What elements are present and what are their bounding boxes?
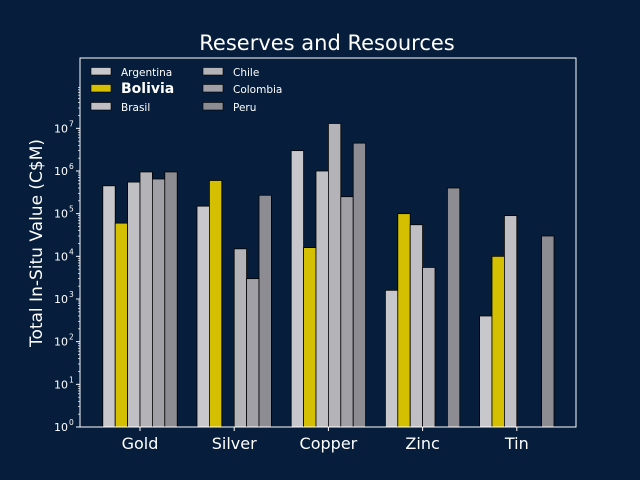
- bar-gold-colombia: [151, 178, 166, 428]
- bar-tin-brasil: [503, 215, 518, 428]
- x-tick-label-zinc: Zinc: [405, 434, 439, 453]
- y-tick-label: 10: [54, 250, 68, 263]
- y-tick-label: 10: [54, 421, 68, 434]
- legend-swatch-bolivia: [90, 84, 112, 93]
- bar-silver-colombia: [246, 278, 260, 428]
- y-tick-exponent: 4: [69, 247, 74, 256]
- bar-gold-brasil: [127, 181, 141, 428]
- y-tick-exponent: 3: [69, 290, 74, 299]
- bar-tin-argentina: [479, 315, 493, 428]
- bar-gold-argentina: [102, 185, 116, 428]
- legend-swatch-colombia: [202, 84, 224, 93]
- legend-swatch-argentina: [90, 67, 112, 76]
- x-tick-label-tin: Tin: [504, 434, 529, 453]
- legend-swatch-brasil: [90, 102, 112, 111]
- y-tick-exponent: 5: [69, 205, 74, 214]
- bar-tin-bolivia: [491, 255, 505, 428]
- x-tick-label-copper: Copper: [300, 434, 358, 453]
- bar-copper-brasil: [315, 170, 329, 428]
- chart-title: Reserves and Resources: [199, 31, 454, 55]
- legend-label-argentina: Argentina: [121, 67, 172, 79]
- legend: Argentina Bolivia Brasil Chile Colombia Peru: [90, 67, 282, 114]
- bar-tin-peru: [541, 235, 555, 428]
- bar-zinc-bolivia: [397, 213, 411, 428]
- bar-zinc-argentina: [384, 289, 399, 428]
- bar-zinc-chile: [422, 267, 436, 428]
- legend-label-bolivia: Bolivia: [121, 81, 174, 97]
- y-tick-exponent: 0: [69, 418, 74, 427]
- y-tick-label: 10: [54, 378, 68, 391]
- bar-gold-peru: [164, 171, 178, 428]
- legend-label-peru: Peru: [233, 102, 256, 114]
- bar-zinc-peru: [446, 187, 461, 428]
- y-tick-exponent: 6: [69, 162, 74, 171]
- y-tick-exponent: 2: [69, 333, 74, 342]
- legend-swatch-chile: [202, 67, 224, 76]
- y-tick-label: 10: [54, 208, 68, 221]
- legend-label-colombia: Colombia: [233, 84, 282, 96]
- bar-gold-chile: [139, 171, 153, 428]
- bar-silver-argentina: [196, 205, 210, 428]
- bar-gold-bolivia: [114, 222, 128, 428]
- y-tick-exponent: 7: [69, 119, 74, 128]
- y-tick-label: 10: [54, 293, 68, 306]
- legend-label-chile: Chile: [233, 67, 259, 79]
- y-tick-label: 10: [54, 165, 68, 178]
- bar-copper-chile: [327, 123, 342, 428]
- bar-zinc-brasil: [409, 224, 424, 428]
- bar-copper-peru: [352, 142, 367, 428]
- bar-copper-colombia: [340, 196, 354, 428]
- bars-group: [102, 123, 555, 428]
- bar-silver-peru: [258, 194, 272, 428]
- y-axis-label: Total In-Situ Value (C$M): [27, 139, 47, 348]
- legend-swatch-peru: [202, 102, 224, 111]
- bar-silver-chile: [233, 248, 247, 428]
- y-tick-exponent: 1: [69, 375, 74, 384]
- bar-copper-bolivia: [303, 247, 317, 428]
- y-tick-label: 10: [54, 336, 68, 349]
- legend-label-brasil: Brasil: [121, 102, 150, 114]
- y-tick-label: 10: [54, 122, 68, 135]
- bar-copper-argentina: [290, 150, 305, 428]
- x-axis: Gold Silver Copper Zinc Tin: [122, 427, 529, 453]
- x-tick-label-gold: Gold: [122, 434, 159, 453]
- x-tick-label-silver: Silver: [212, 434, 257, 453]
- bar-silver-bolivia: [208, 180, 223, 428]
